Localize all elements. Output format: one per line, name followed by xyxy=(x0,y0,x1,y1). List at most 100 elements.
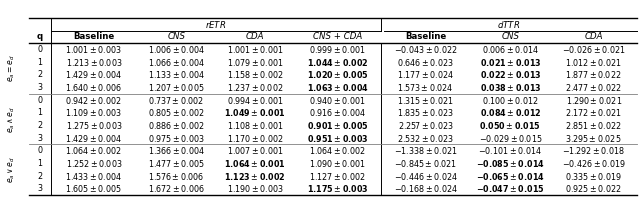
Text: $-0.043 \pm 0.022$: $-0.043 \pm 0.022$ xyxy=(394,44,458,55)
Text: CDA: CDA xyxy=(584,32,603,41)
Text: CNS + CDA: CNS + CDA xyxy=(314,32,362,41)
Text: $1.177 \pm 0.024$: $1.177 \pm 0.024$ xyxy=(397,69,454,80)
Text: $1.213 \pm 0.003$: $1.213 \pm 0.003$ xyxy=(65,57,122,68)
Text: Baseline: Baseline xyxy=(405,32,446,41)
Text: 3: 3 xyxy=(37,134,42,143)
Text: $0.940 \pm 0.001$: $0.940 \pm 0.001$ xyxy=(310,95,366,106)
Text: $\mathbf{0.021} \pm \mathbf{0.013}$: $\mathbf{0.021} \pm \mathbf{0.013}$ xyxy=(479,57,541,68)
Text: $1.207 \pm 0.005$: $1.207 \pm 0.005$ xyxy=(148,82,205,93)
Text: $1.127 \pm 0.002$: $1.127 \pm 0.002$ xyxy=(310,171,366,181)
Text: $rETR$: $rETR$ xyxy=(205,19,227,30)
Text: $1.315 \pm 0.021$: $1.315 \pm 0.021$ xyxy=(397,95,454,106)
Text: $-0.426 \pm 0.019$: $-0.426 \pm 0.019$ xyxy=(562,158,625,169)
Text: $2.477 \pm 0.022$: $2.477 \pm 0.022$ xyxy=(565,82,622,93)
Text: 0: 0 xyxy=(37,96,42,105)
Text: $1.477 \pm 0.005$: $1.477 \pm 0.005$ xyxy=(148,158,205,169)
Text: 1: 1 xyxy=(37,58,42,67)
Text: $2.172 \pm 0.021$: $2.172 \pm 0.021$ xyxy=(565,107,622,118)
Text: 1: 1 xyxy=(37,159,42,168)
Text: $e_a \vee e_d$: $e_a \vee e_d$ xyxy=(7,156,17,183)
Text: $0.737 \pm 0.002$: $0.737 \pm 0.002$ xyxy=(148,95,205,106)
Text: $\mathbf{-0.047} \pm \mathbf{0.015}$: $\mathbf{-0.047} \pm \mathbf{0.015}$ xyxy=(476,183,545,194)
Text: 2: 2 xyxy=(37,70,42,79)
Text: $\mathbf{-0.065} \pm \mathbf{0.014}$: $\mathbf{-0.065} \pm \mathbf{0.014}$ xyxy=(476,171,545,181)
Text: $\mathbf{0.901} \pm \mathbf{0.005}$: $\mathbf{0.901} \pm \mathbf{0.005}$ xyxy=(307,120,369,131)
Text: $dTTR$: $dTTR$ xyxy=(497,19,520,30)
Text: $0.942 \pm 0.002$: $0.942 \pm 0.002$ xyxy=(65,95,122,106)
Text: $-0.029 \pm 0.015$: $-0.029 \pm 0.015$ xyxy=(479,133,542,144)
Text: $1.006 \pm 0.004$: $1.006 \pm 0.004$ xyxy=(148,44,205,55)
Text: $1.007 \pm 0.001$: $1.007 \pm 0.001$ xyxy=(227,145,284,156)
Text: $1.066 \pm 0.004$: $1.066 \pm 0.004$ xyxy=(148,57,205,68)
Text: $1.433 \pm 0.004$: $1.433 \pm 0.004$ xyxy=(65,171,122,181)
Text: $1.252 \pm 0.003$: $1.252 \pm 0.003$ xyxy=(65,158,122,169)
Text: $1.064 \pm 0.002$: $1.064 \pm 0.002$ xyxy=(65,145,122,156)
Text: $1.640 \pm 0.006$: $1.640 \pm 0.006$ xyxy=(65,82,122,93)
Text: $1.237 \pm 0.002$: $1.237 \pm 0.002$ xyxy=(227,82,284,93)
Text: $2.532 \pm 0.023$: $2.532 \pm 0.023$ xyxy=(397,133,454,144)
Text: $1.366 \pm 0.004$: $1.366 \pm 0.004$ xyxy=(148,145,205,156)
Text: $1.835 \pm 0.023$: $1.835 \pm 0.023$ xyxy=(397,107,454,118)
Text: $1.290 \pm 0.021$: $1.290 \pm 0.021$ xyxy=(566,95,622,106)
Text: 2: 2 xyxy=(37,121,42,130)
Text: $1.672 \pm 0.006$: $1.672 \pm 0.006$ xyxy=(148,183,205,194)
Text: $-0.101 \pm 0.014$: $-0.101 \pm 0.014$ xyxy=(479,145,542,156)
Text: $0.925 \pm 0.022$: $0.925 \pm 0.022$ xyxy=(565,183,622,194)
Text: $\mathbf{0.038} \pm \mathbf{0.013}$: $\mathbf{0.038} \pm \mathbf{0.013}$ xyxy=(479,82,541,93)
Text: $0.335 \pm 0.019$: $0.335 \pm 0.019$ xyxy=(565,171,622,181)
Text: $0.916 \pm 0.004$: $0.916 \pm 0.004$ xyxy=(309,107,367,118)
Text: $1.429 \pm 0.004$: $1.429 \pm 0.004$ xyxy=(65,69,122,80)
Text: 0: 0 xyxy=(37,45,42,54)
Text: $e_a = e_d$: $e_a = e_d$ xyxy=(7,55,17,82)
Text: $1.079 \pm 0.001$: $1.079 \pm 0.001$ xyxy=(227,57,284,68)
Text: $1.190 \pm 0.003$: $1.190 \pm 0.003$ xyxy=(227,183,284,194)
Text: $-0.168 \pm 0.024$: $-0.168 \pm 0.024$ xyxy=(394,183,458,194)
Text: $1.090 \pm 0.001$: $1.090 \pm 0.001$ xyxy=(310,158,366,169)
Text: CNS: CNS xyxy=(168,32,186,41)
Text: Baseline: Baseline xyxy=(73,32,115,41)
Text: $2.257 \pm 0.023$: $2.257 \pm 0.023$ xyxy=(397,120,454,131)
Text: $1.576 \pm 0.006$: $1.576 \pm 0.006$ xyxy=(148,171,205,181)
Text: $1.108 \pm 0.001$: $1.108 \pm 0.001$ xyxy=(227,120,284,131)
Text: $\mathbf{0.951} \pm \mathbf{0.003}$: $\mathbf{0.951} \pm \mathbf{0.003}$ xyxy=(307,133,369,144)
Text: $0.975 \pm 0.003$: $0.975 \pm 0.003$ xyxy=(148,133,205,144)
Text: $0.994 \pm 0.001$: $0.994 \pm 0.001$ xyxy=(227,95,284,106)
Text: $\mathbf{0.050} \pm \mathbf{0.015}$: $\mathbf{0.050} \pm \mathbf{0.015}$ xyxy=(479,120,541,131)
Text: $\mathbf{1.049} \pm \mathbf{0.001}$: $\mathbf{1.049} \pm \mathbf{0.001}$ xyxy=(225,107,286,118)
Text: 1: 1 xyxy=(37,108,42,117)
Text: $1.001 \pm 0.001$: $1.001 \pm 0.001$ xyxy=(227,44,284,55)
Text: $1.064 \pm 0.002$: $1.064 \pm 0.002$ xyxy=(310,145,366,156)
Text: CDA: CDA xyxy=(246,32,264,41)
Text: 3: 3 xyxy=(37,83,42,92)
Text: $1.170 \pm 0.002$: $1.170 \pm 0.002$ xyxy=(227,133,284,144)
Text: $0.006 \pm 0.014$: $0.006 \pm 0.014$ xyxy=(482,44,539,55)
Text: $1.109 \pm 0.003$: $1.109 \pm 0.003$ xyxy=(65,107,122,118)
Text: $1.573 \pm 0.024$: $1.573 \pm 0.024$ xyxy=(397,82,454,93)
Text: $\mathbf{1.020} \pm \mathbf{0.005}$: $\mathbf{1.020} \pm \mathbf{0.005}$ xyxy=(307,69,369,80)
Text: $0.100 \pm 0.012$: $0.100 \pm 0.012$ xyxy=(482,95,539,106)
Text: $2.851 \pm 0.022$: $2.851 \pm 0.022$ xyxy=(565,120,622,131)
Text: q: q xyxy=(36,32,43,41)
Text: 3: 3 xyxy=(37,184,42,193)
Text: $0.886 \pm 0.002$: $0.886 \pm 0.002$ xyxy=(148,120,205,131)
Text: $\mathbf{-0.085} \pm \mathbf{0.014}$: $\mathbf{-0.085} \pm \mathbf{0.014}$ xyxy=(476,158,545,169)
Text: $\mathbf{1.175} \pm \mathbf{0.003}$: $\mathbf{1.175} \pm \mathbf{0.003}$ xyxy=(307,183,369,194)
Text: $-1.338 \pm 0.021$: $-1.338 \pm 0.021$ xyxy=(394,145,458,156)
Text: $1.001 \pm 0.003$: $1.001 \pm 0.003$ xyxy=(65,44,122,55)
Text: 0: 0 xyxy=(37,146,42,155)
Text: $\mathbf{1.123} \pm \mathbf{0.002}$: $\mathbf{1.123} \pm \mathbf{0.002}$ xyxy=(225,171,286,181)
Text: $-1.292 \pm 0.018$: $-1.292 \pm 0.018$ xyxy=(562,145,625,156)
Text: $\mathbf{1.044} \pm \mathbf{0.002}$: $\mathbf{1.044} \pm \mathbf{0.002}$ xyxy=(307,57,369,68)
Text: $\mathbf{1.063} \pm \mathbf{0.004}$: $\mathbf{1.063} \pm \mathbf{0.004}$ xyxy=(307,82,369,93)
Text: $1.133 \pm 0.004$: $1.133 \pm 0.004$ xyxy=(148,69,205,80)
Text: $-0.446 \pm 0.024$: $-0.446 \pm 0.024$ xyxy=(394,171,458,181)
Text: $0.805 \pm 0.002$: $0.805 \pm 0.002$ xyxy=(148,107,205,118)
Text: $1.158 \pm 0.002$: $1.158 \pm 0.002$ xyxy=(227,69,284,80)
Text: $1.275 \pm 0.003$: $1.275 \pm 0.003$ xyxy=(65,120,122,131)
Text: $1.877 \pm 0.022$: $1.877 \pm 0.022$ xyxy=(566,69,622,80)
Text: $e_a \wedge e_d$: $e_a \wedge e_d$ xyxy=(7,106,17,133)
Text: $-0.845 \pm 0.021$: $-0.845 \pm 0.021$ xyxy=(394,158,457,169)
Text: $3.295 \pm 0.025$: $3.295 \pm 0.025$ xyxy=(566,133,622,144)
Text: $\mathbf{1.064} \pm \mathbf{0.001}$: $\mathbf{1.064} \pm \mathbf{0.001}$ xyxy=(225,158,286,169)
Text: CNS: CNS xyxy=(501,32,520,41)
